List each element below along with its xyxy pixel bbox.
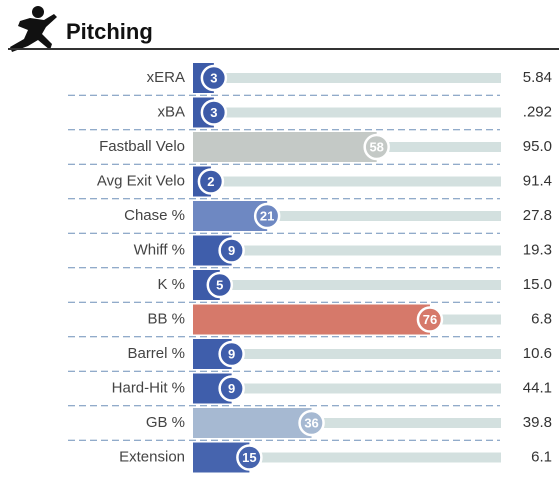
percentile-label: 5 bbox=[216, 277, 223, 292]
percentile-label: 58 bbox=[369, 139, 383, 154]
bar bbox=[193, 304, 430, 335]
percentile-circle bbox=[206, 271, 234, 299]
metric-label: Whiff % bbox=[134, 241, 185, 258]
stat-value: .292 bbox=[523, 103, 552, 120]
track bbox=[193, 280, 501, 290]
percentile-circle bbox=[200, 64, 228, 92]
metric-label: xERA bbox=[147, 69, 185, 86]
percentile-circle bbox=[218, 340, 245, 368]
bar bbox=[193, 408, 312, 438]
stat-value: 91.4 bbox=[523, 172, 552, 189]
percentile-circle bbox=[236, 444, 263, 471]
metric-label: Fastball Velo bbox=[99, 138, 185, 155]
stat-value: 19.3 bbox=[523, 241, 552, 258]
stat-value: 6.1 bbox=[531, 448, 552, 465]
percentile-label: 21 bbox=[260, 208, 274, 223]
metric-label: Hard-Hit % bbox=[112, 379, 185, 396]
metric-label: Chase % bbox=[124, 207, 185, 224]
stat-value: 95.0 bbox=[523, 138, 552, 155]
percentile-label: 36 bbox=[304, 415, 318, 430]
metric-label: K % bbox=[157, 276, 185, 293]
metric-label: Barrel % bbox=[127, 345, 185, 362]
track bbox=[193, 107, 501, 118]
percentile-circle bbox=[200, 99, 228, 126]
percentile-label: 3 bbox=[210, 105, 217, 120]
track bbox=[193, 245, 501, 256]
percentile-circle bbox=[218, 375, 245, 402]
percentile-circle bbox=[253, 202, 281, 230]
chart-title: Pitching bbox=[66, 19, 153, 44]
metric-label: xBA bbox=[157, 103, 185, 120]
track bbox=[193, 418, 501, 428]
percentile-label: 15 bbox=[242, 450, 256, 465]
stat-value: 6.8 bbox=[531, 310, 552, 327]
percentile-label: 2 bbox=[207, 174, 214, 189]
percentile-circle bbox=[416, 306, 444, 333]
track bbox=[193, 73, 501, 83]
stat-value: 15.0 bbox=[523, 276, 552, 293]
metric-label: Extension bbox=[119, 448, 185, 465]
percentile-circle bbox=[197, 168, 225, 195]
percentile-label: 9 bbox=[228, 346, 235, 361]
stat-value: 10.6 bbox=[523, 345, 552, 362]
percentile-circle bbox=[363, 133, 390, 161]
metric-label: GB % bbox=[146, 414, 185, 431]
percentile-label: 9 bbox=[228, 243, 235, 258]
percentile-label: 3 bbox=[210, 70, 217, 85]
percentile-label: 76 bbox=[423, 312, 437, 327]
percentile-circle bbox=[298, 409, 325, 437]
metric-label: Avg Exit Velo bbox=[97, 172, 185, 189]
track bbox=[193, 176, 501, 187]
stat-value: 39.8 bbox=[523, 414, 552, 431]
pitcher-icon bbox=[10, 6, 57, 52]
percentile-label: 9 bbox=[228, 381, 235, 396]
stat-value: 44.1 bbox=[523, 379, 552, 396]
track bbox=[193, 383, 501, 394]
stat-value: 27.8 bbox=[523, 207, 552, 224]
track bbox=[193, 349, 501, 359]
percentile-circle bbox=[218, 237, 245, 264]
header-rule bbox=[8, 48, 559, 50]
stat-value: 5.84 bbox=[523, 69, 552, 86]
metric-label: BB % bbox=[147, 310, 185, 327]
track bbox=[193, 211, 501, 221]
track bbox=[193, 452, 501, 463]
bar bbox=[193, 132, 377, 162]
